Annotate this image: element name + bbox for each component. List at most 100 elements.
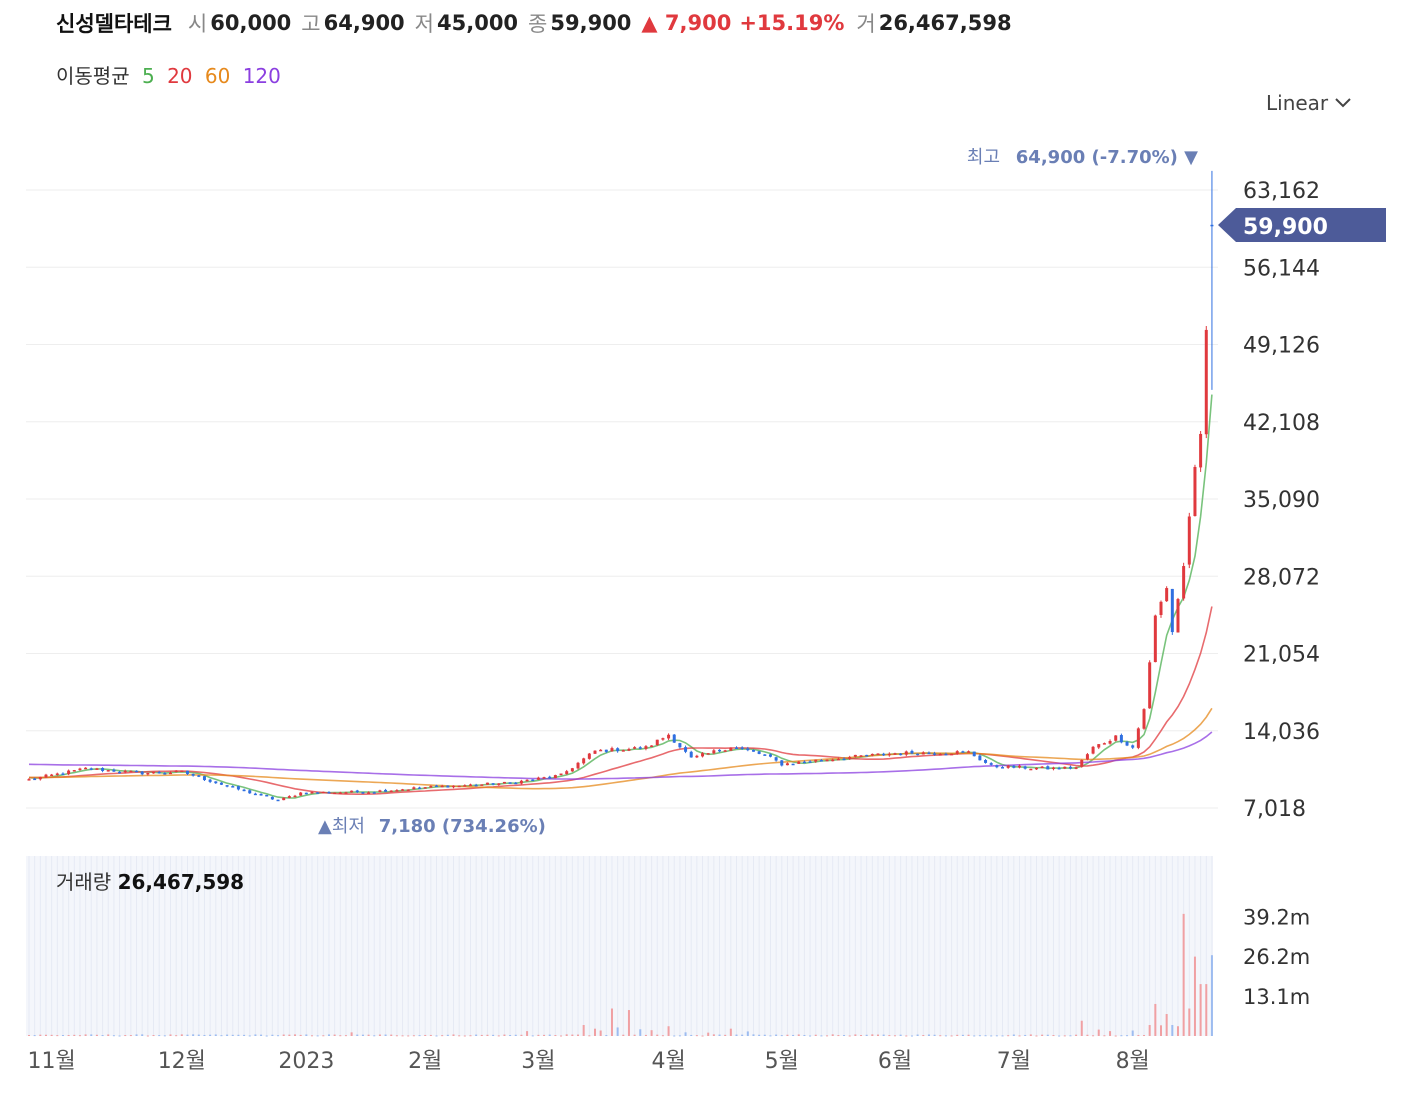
- volume-bar: [214, 1034, 217, 1036]
- candle: [774, 756, 778, 762]
- candle-body: [961, 751, 965, 753]
- candle: [984, 759, 988, 764]
- volume-bar: [1024, 1034, 1027, 1036]
- candle-body: [723, 750, 727, 752]
- candle: [1131, 744, 1135, 750]
- candle-body: [1006, 765, 1010, 768]
- volume-bar: [520, 1034, 523, 1036]
- volume-bar: [333, 1034, 336, 1036]
- candle: [299, 791, 303, 796]
- candle: [876, 753, 880, 756]
- candle-body: [106, 770, 110, 772]
- candle: [836, 757, 840, 761]
- candle: [989, 762, 993, 766]
- candle: [1170, 588, 1174, 635]
- scale-selector[interactable]: Linear: [1266, 91, 1352, 115]
- candle-body: [989, 763, 993, 765]
- volume-bar: [1063, 1035, 1066, 1037]
- volume-bar: [67, 1035, 70, 1037]
- candle: [231, 785, 235, 788]
- candle-body: [1040, 766, 1044, 769]
- volume-bar: [384, 1034, 387, 1036]
- candle-body: [327, 791, 331, 794]
- low-label: 저: [414, 12, 434, 36]
- volume-bar: [792, 1034, 795, 1036]
- candle-body: [282, 797, 286, 801]
- candle: [1097, 744, 1101, 750]
- change-percent: +15.19%: [739, 11, 845, 35]
- volume-bar: [707, 1032, 710, 1036]
- candle-body: [474, 784, 478, 787]
- volume-bar: [350, 1032, 353, 1036]
- candle: [842, 757, 846, 761]
- candle-body: [819, 760, 823, 762]
- candle-body: [33, 778, 37, 781]
- candle: [27, 777, 31, 781]
- price-tick-label: 56,144: [1243, 256, 1320, 281]
- volume-bar: [735, 1034, 738, 1036]
- candle: [695, 754, 699, 759]
- candle: [797, 760, 801, 764]
- candle-body: [152, 771, 156, 774]
- volume-bar: [503, 1034, 506, 1036]
- candle: [361, 791, 365, 794]
- volume-bar: [990, 1035, 993, 1037]
- volume-bar: [633, 1034, 636, 1036]
- candle-body: [225, 785, 229, 787]
- volume-bar: [95, 1034, 98, 1036]
- volume-bar: [73, 1034, 76, 1036]
- candle-body: [1187, 516, 1191, 565]
- open-label: 시: [187, 12, 208, 36]
- ma-20: 20: [167, 64, 193, 88]
- volume-bar: [939, 1035, 942, 1037]
- candle: [225, 785, 229, 788]
- candle: [899, 753, 903, 756]
- candle: [1068, 765, 1072, 770]
- stock-name: 신성델타테크: [56, 12, 172, 36]
- candle-body: [802, 761, 806, 764]
- volume-bar: [452, 1034, 455, 1036]
- price-tick-label: 28,072: [1243, 565, 1320, 590]
- candle: [304, 792, 308, 795]
- time-tick-label: 11월: [28, 1049, 76, 1074]
- volume-bar: [44, 1034, 47, 1036]
- volume-bar: [956, 1034, 959, 1036]
- candle-body: [1023, 766, 1027, 769]
- candle: [1029, 768, 1033, 771]
- candle: [276, 799, 280, 802]
- volume-bar: [124, 1035, 127, 1037]
- candle-body: [72, 770, 76, 772]
- volume-bar: [90, 1034, 93, 1036]
- volume-bar: [243, 1034, 246, 1036]
- candle-body: [191, 774, 195, 776]
- candle: [129, 770, 133, 773]
- volume-bar: [622, 1034, 625, 1036]
- candle: [542, 776, 546, 779]
- ma-120-line: [28, 731, 1213, 780]
- candle-body: [825, 759, 829, 762]
- candle: [1034, 767, 1038, 770]
- volume-bar: [797, 1034, 800, 1036]
- candle-body: [1204, 329, 1208, 435]
- candle-body: [944, 753, 948, 756]
- candle-body: [882, 753, 886, 756]
- low-annotation: ▲최저 7,180 (734.26%): [318, 816, 546, 837]
- candle: [270, 796, 274, 800]
- volume-bar: [1029, 1034, 1032, 1036]
- price-tag-text: 59,900: [1243, 215, 1328, 240]
- candle: [735, 746, 738, 749]
- candle: [214, 781, 218, 784]
- volume-bar: [61, 1035, 64, 1037]
- volume-bar: [627, 1010, 630, 1036]
- volume-bar: [871, 1034, 874, 1036]
- volume-bar: [1035, 1035, 1038, 1037]
- candle: [536, 776, 540, 780]
- candle: [565, 769, 569, 775]
- candle-body: [740, 747, 744, 749]
- candle-body: [893, 753, 897, 755]
- candle-body: [599, 749, 603, 752]
- moving-average-legend[interactable]: 이동평균 5 20 60 120: [56, 60, 287, 89]
- candle-body: [995, 765, 999, 768]
- candle: [1142, 708, 1146, 730]
